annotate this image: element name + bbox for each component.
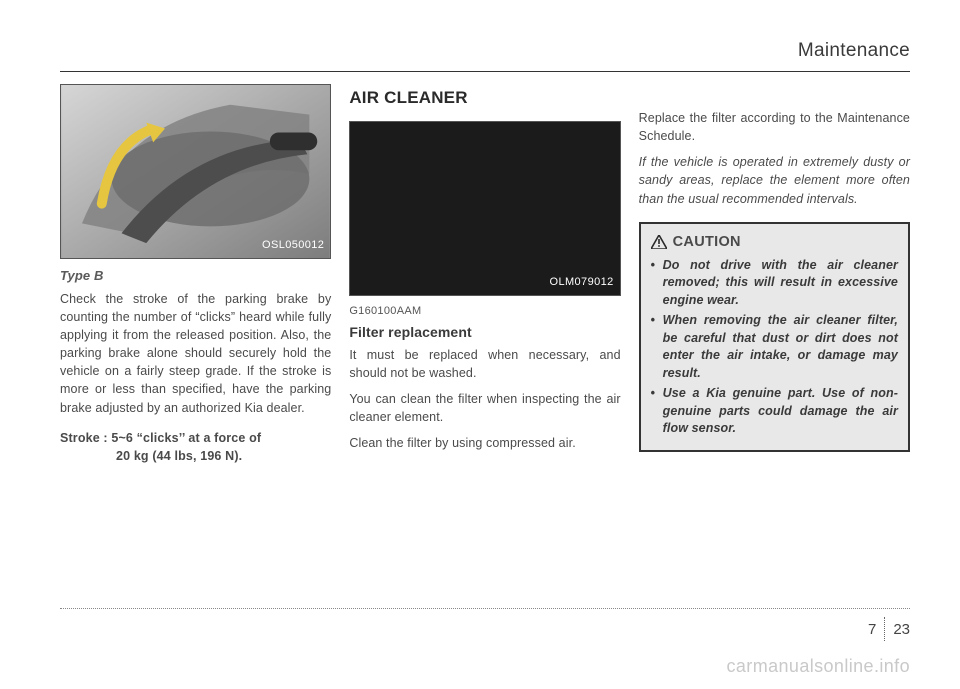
caution-list: Do not drive with the air cleaner remove… — [651, 257, 898, 439]
caution-label: CAUTION — [673, 232, 741, 253]
parking-brake-illustration — [61, 85, 330, 258]
stroke-value-1: 5~6 “clicks’’ at a force of — [111, 431, 261, 445]
spacer — [639, 84, 910, 109]
figure-air-cleaner: OLM079012 — [349, 121, 620, 296]
page-footer: 7 23 — [868, 617, 910, 641]
filter-replacement-heading: Filter replacement — [349, 322, 620, 342]
filter-p2: You can clean the filter when inspecting… — [349, 390, 620, 426]
stroke-spec: Stroke : 5~6 “clicks’’ at a force of 20 … — [60, 429, 331, 465]
watermark: carmanualsonline.info — [726, 656, 910, 677]
chapter-number: 7 — [868, 621, 884, 638]
caution-item: Use a Kia genuine part. Use of non-genui… — [651, 385, 898, 438]
section-name: Maintenance — [798, 40, 910, 62]
doc-code: G160100AAM — [349, 304, 620, 320]
warning-icon — [651, 235, 667, 249]
page: Maintenance — [0, 0, 960, 689]
type-label: Type B — [60, 267, 331, 286]
figure-parking-brake: OSL050012 — [60, 84, 331, 259]
content-columns: OSL050012 Type B Check the stroke of the… — [60, 84, 910, 465]
schedule-p1: Replace the filter according to the Main… — [639, 109, 910, 145]
filter-p1: It must be replaced when necessary, and … — [349, 346, 620, 382]
stroke-label: Stroke : — [60, 431, 108, 445]
parking-brake-text: Check the stroke of the parking brake by… — [60, 290, 331, 417]
schedule-p2: If the vehicle is operated in extremely … — [639, 153, 910, 207]
column-2: AIR CLEANER OLM079012 G160100AAM Filter … — [349, 84, 620, 465]
caution-item: Do not drive with the air cleaner remove… — [651, 257, 898, 310]
figure-label: OLM079012 — [550, 275, 614, 291]
caution-box: CAUTION Do not drive with the air cleane… — [639, 222, 910, 453]
figure-label: OSL050012 — [262, 238, 324, 254]
air-cleaner-heading: AIR CLEANER — [349, 86, 620, 111]
column-1: OSL050012 Type B Check the stroke of the… — [60, 84, 331, 465]
filter-p3: Clean the filter by using compressed air… — [349, 434, 620, 452]
column-3: Replace the filter according to the Main… — [639, 84, 910, 465]
stroke-value-2: 20 kg (44 lbs, 196 N). — [116, 447, 331, 465]
caution-title: CAUTION — [651, 232, 898, 253]
header: Maintenance — [60, 30, 910, 72]
caution-item: When removing the air cleaner filter, be… — [651, 312, 898, 383]
footer-rule — [60, 608, 910, 609]
page-number: 23 — [885, 621, 910, 638]
